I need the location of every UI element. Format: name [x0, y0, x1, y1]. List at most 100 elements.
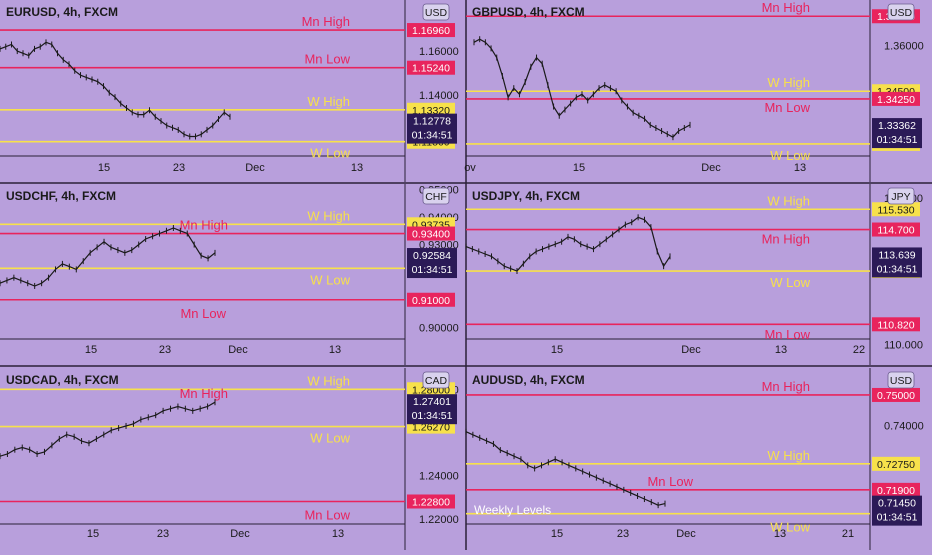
level-price-tag-label: 115.530 — [877, 204, 914, 216]
level-price-tag-label: 1.16960 — [412, 25, 450, 37]
level-name-label: Mn High — [762, 231, 810, 246]
countdown-label: 01:34:51 — [877, 512, 918, 524]
level-name-label: W Low — [310, 272, 350, 287]
level-price-tag-label: 0.71900 — [877, 485, 915, 497]
countdown-label: 01:34:51 — [412, 130, 453, 142]
countdown-label: 01:34:51 — [412, 410, 453, 422]
currency-badge-label: USD — [890, 375, 913, 387]
currency-badge-label: JPY — [891, 191, 910, 203]
level-name-label: Mn High — [762, 379, 810, 394]
y-tick-label: 1.22000 — [419, 514, 459, 526]
current-price-label: 113.639 — [878, 249, 915, 261]
y-tick-label: 1.24000 — [419, 471, 459, 483]
current-price-label: 1.12778 — [413, 116, 451, 128]
x-tick-label: Dec — [230, 528, 250, 540]
level-price-tag-label: 1.15240 — [412, 63, 450, 75]
currency-badge[interactable] — [887, 3, 915, 21]
level-price-tag — [872, 317, 920, 332]
chart-title: USDCAD, 4h, FXCM — [6, 373, 119, 387]
price-series-line — [0, 401, 216, 457]
currency-badge[interactable] — [422, 187, 450, 205]
level-name-label: Mn Low — [304, 52, 350, 67]
current-price-label: 0.71450 — [878, 498, 916, 510]
level-price-tag — [407, 292, 455, 307]
level-name-label: Mn High — [762, 0, 810, 15]
level-name-label: W Low — [310, 146, 350, 161]
current-price-label: 0.92584 — [413, 250, 451, 262]
level-price-tag — [872, 456, 920, 471]
level-price-tag — [407, 226, 455, 241]
x-tick-label: 23 — [617, 528, 629, 540]
x-tick-label: ov — [464, 162, 476, 174]
watermark-text: Weekly Levels — [474, 503, 551, 517]
x-tick-label: 13 — [794, 162, 806, 174]
chart-panel-eurusd: 1.16000 1.14000 15 23 Dec 13 Mn High 1.16960 Mn … — [0, 0, 459, 182]
chart-title: EURUSD, 4h, FXCM — [6, 5, 118, 19]
current-price-box — [872, 118, 922, 149]
level-name-label: W High — [307, 373, 350, 388]
currency-badge[interactable] — [887, 187, 915, 205]
currency-badge[interactable] — [887, 371, 915, 389]
chart-title: GBPUSD, 4h, FXCM — [472, 5, 585, 19]
level-price-tag-label: 110.820 — [877, 319, 914, 331]
level-name-label: Mn Low — [304, 507, 350, 522]
current-price-box — [407, 113, 457, 144]
level-price-tag — [872, 387, 920, 402]
chart-panel-audusd: 0.74000 15 23 Dec 13 21 Mn High 0.75000 W High 0.… — [465, 368, 924, 550]
level-price-tag-label: 0.91000 — [412, 295, 450, 307]
level-name-label: W Low — [770, 520, 810, 535]
level-name-label: W High — [767, 193, 810, 208]
chart-title: USDJPY, 4h, FXCM — [472, 189, 580, 203]
x-tick-label: 15 — [551, 344, 563, 356]
currency-badge-label: USD — [425, 7, 448, 19]
x-tick-label: 13 — [329, 344, 341, 356]
countdown-label: 01:34:51 — [877, 134, 918, 146]
level-price-tag — [872, 482, 920, 497]
level-name-label: W High — [767, 75, 810, 90]
current-price-label: 1.27401 — [413, 396, 451, 408]
currency-badge[interactable] — [422, 371, 450, 389]
y-tick-label: 1.36000 — [884, 40, 924, 52]
price-series-line — [465, 431, 666, 506]
y-tick-label: 1.16000 — [419, 46, 459, 58]
level-price-tag-label: 1.26270 — [412, 422, 450, 434]
x-tick-label: 23 — [157, 528, 169, 540]
level-name-label: Mn Low — [180, 306, 226, 321]
countdown-label: 01:34:51 — [412, 264, 453, 276]
level-price-tag-label: 1.22800 — [412, 496, 450, 508]
x-tick-label: 23 — [173, 162, 185, 174]
countdown-label: 01:34:51 — [877, 263, 918, 275]
level-name-label: W Low — [310, 431, 350, 446]
y-tick-label: 110.000 — [884, 339, 923, 351]
current-price-box — [872, 495, 922, 526]
level-name-label: Mn High — [302, 14, 350, 29]
x-tick-label: Dec — [228, 344, 248, 356]
level-name-label: Mn High — [180, 386, 228, 401]
level-price-tag — [872, 202, 920, 217]
level-price-tag-label: 0.93400 — [412, 229, 450, 241]
x-tick-label: 15 — [551, 528, 563, 540]
level-price-tag — [407, 23, 455, 38]
price-series-line — [473, 38, 691, 138]
x-tick-label: 15 — [85, 344, 97, 356]
x-tick-label: Dec — [681, 344, 701, 356]
x-tick-label: 13 — [332, 528, 344, 540]
x-tick-label: Dec — [676, 528, 696, 540]
price-series-line — [0, 41, 231, 138]
current-price-box — [407, 394, 457, 425]
currency-badge[interactable] — [422, 3, 450, 21]
y-tick-label: 1.14000 — [419, 90, 459, 102]
currency-badge-label: USD — [890, 7, 913, 19]
level-price-tag-label: 0.75000 — [877, 390, 915, 402]
level-price-tag — [872, 91, 920, 106]
level-name-label: Mn Low — [647, 474, 693, 489]
level-price-tag-label: 1.34250 — [877, 94, 915, 106]
currency-badge-label: CHF — [425, 191, 447, 203]
y-tick-label: 0.74000 — [884, 421, 924, 433]
x-tick-label: 15 — [573, 162, 585, 174]
